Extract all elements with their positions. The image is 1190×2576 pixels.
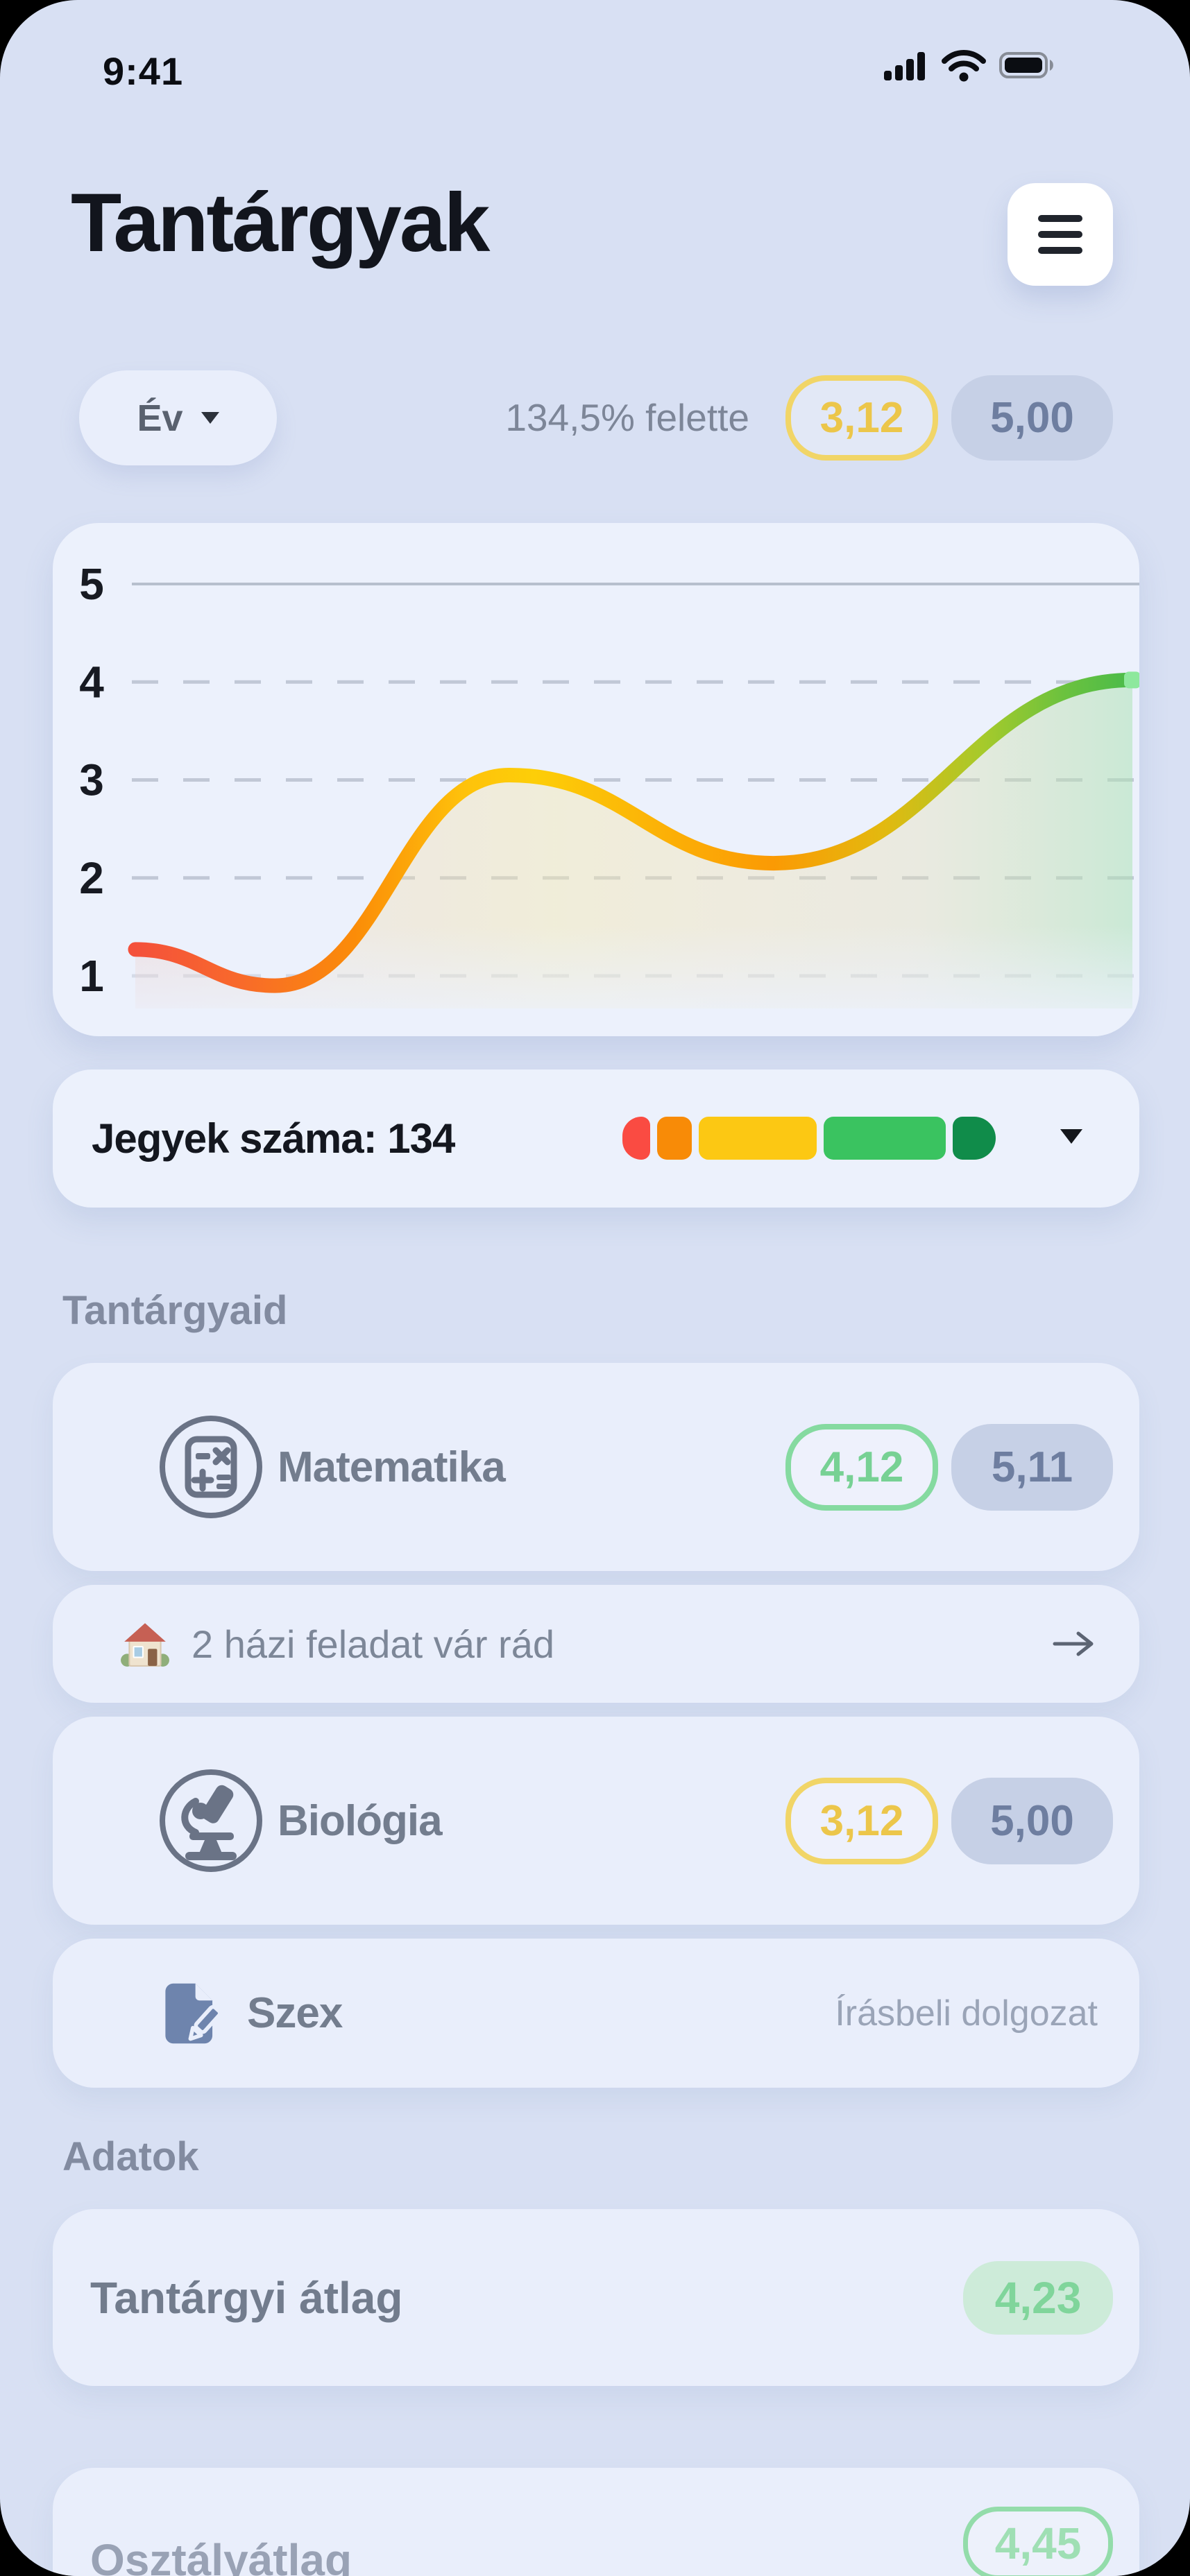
chart-end-marker (1124, 671, 1139, 689)
section-title-data: Adatok (62, 2134, 199, 2179)
homework-banner[interactable]: 2 házi feladat vár rád (53, 1585, 1139, 1703)
status-icons (883, 44, 1132, 86)
microscope-icon (160, 1769, 262, 1872)
hamburger-menu-icon (1038, 215, 1082, 222)
grade-bar-segment-grade-4 (824, 1117, 946, 1160)
house-emoji (121, 1623, 169, 1667)
subject-name: Biológia (278, 1796, 443, 1845)
data-row-class-average: Osztályátlag 4,45 (53, 2468, 1139, 2576)
chevron-down-icon[interactable] (1060, 1129, 1082, 1144)
subject-note: Írásbeli dolgozat (835, 1993, 1098, 2034)
page-title: Tantárgyak (71, 176, 490, 269)
subject-card-matematika[interactable]: Matematika 4,12 5,11 (53, 1363, 1139, 1571)
y-axis-tick-label: 2 (79, 853, 104, 903)
subject-name: Szex (247, 1989, 343, 2037)
battery-icon (999, 52, 1053, 78)
data-row-subject-average: Tantárgyi átlag 4,23 (53, 2209, 1139, 2386)
grade-count-label: Jegyek száma: 134 (92, 1115, 455, 1162)
document-edit-icon (165, 1983, 221, 2043)
wifi-icon (942, 50, 986, 82)
line-chart: 5 4 3 2 1 (79, 559, 1139, 1036)
subject-max-badge: 5,00 (951, 1778, 1113, 1864)
data-row-label: Tantárgyi átlag (90, 2272, 403, 2323)
signal-icon (884, 52, 925, 80)
data-row-value-badge: 4,23 (963, 2260, 1113, 2335)
data-row-label: Osztályátlag (90, 2535, 352, 2576)
menu-button[interactable] (1008, 183, 1113, 286)
grade-bar-segment-grade-2 (657, 1117, 692, 1160)
y-axis-tick-labels: 5 4 3 2 1 (79, 559, 104, 1001)
status-time: 9:41 (103, 49, 184, 93)
grades-trend-chart: 5 4 3 2 1 (53, 523, 1139, 1036)
period-select[interactable]: Év (79, 370, 277, 465)
y-axis-tick-label: 4 (79, 657, 104, 707)
subject-card-biologia[interactable]: Biológia 3,12 5,00 (53, 1717, 1139, 1925)
grade-distribution-bar (622, 1117, 996, 1160)
section-title-subjects: Tantárgyaid (62, 1288, 288, 1333)
grade-bar-segment-grade-3 (699, 1117, 817, 1160)
grade-bar-segment-grade-1 (622, 1117, 650, 1160)
current-average-badge: 3,12 (785, 375, 938, 461)
subject-name: Matematika (278, 1443, 506, 1491)
grade-bar-segment-grade-5 (953, 1117, 996, 1160)
homework-text: 2 házi feladat vár rád (192, 1622, 554, 1666)
y-axis-tick-label: 1 (79, 951, 104, 1001)
period-select-label: Év (137, 397, 183, 439)
arrow-right-icon[interactable] (1052, 1629, 1096, 1659)
max-grade-badge: 5,00 (951, 375, 1113, 461)
subject-average-badge: 3,12 (785, 1778, 938, 1864)
chevron-down-icon (201, 412, 219, 424)
subject-average-badge: 4,12 (785, 1424, 938, 1511)
subject-card-szex[interactable]: Szex Írásbeli dolgozat (53, 1939, 1139, 2088)
calculator-icon (160, 1416, 262, 1518)
data-row-value-badge: 4,45 (963, 2507, 1113, 2576)
chart-line (128, 672, 1139, 993)
y-axis-tick-label: 3 (79, 755, 104, 805)
subject-max-badge: 5,11 (951, 1424, 1113, 1511)
above-average-text: 134,5% felette (505, 396, 749, 439)
grade-count-card[interactable]: Jegyek száma: 134 (53, 1070, 1139, 1208)
y-axis-tick-label: 5 (79, 559, 104, 609)
